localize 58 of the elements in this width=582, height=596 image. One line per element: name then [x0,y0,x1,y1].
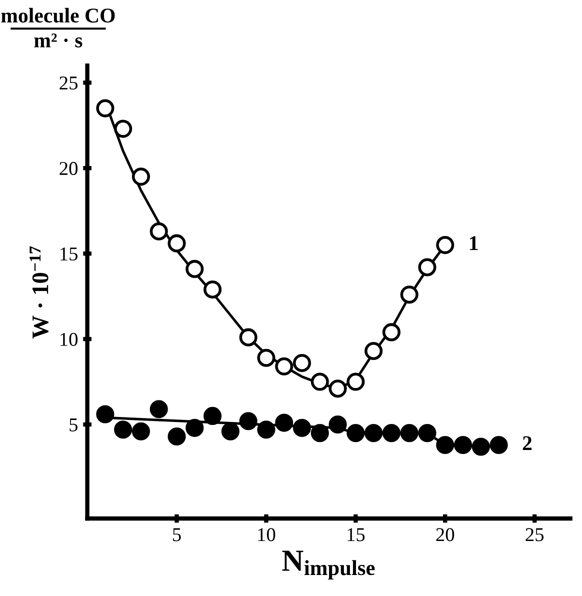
point [96,99,114,118]
point [400,286,418,304]
point [168,234,186,252]
point [436,236,454,254]
point [257,420,276,439]
y-tick-label: 20 [60,162,78,176]
point [292,418,312,437]
point [150,400,168,418]
point [221,422,240,440]
point [364,424,383,442]
point [275,414,294,432]
point [132,168,150,186]
point [150,222,168,240]
y-tick-label: 15 [60,247,78,261]
y-tick-label: 5 [70,418,78,432]
point [204,280,222,299]
x-tick-label: 5 [173,528,181,542]
point [186,260,204,278]
point [490,436,508,454]
point [328,415,347,434]
point [364,342,383,360]
point [418,258,436,276]
point [436,436,454,454]
point [292,354,312,372]
point [239,328,258,346]
x-tick-label: 10 [258,528,276,542]
y-axis-title: W · 10$^{−17}$ [30,246,48,339]
point [346,372,365,391]
point [204,406,222,425]
x-axis-title: N$_{impulse}$ [282,550,375,580]
point [257,348,276,367]
point [328,380,347,398]
point [382,424,400,442]
x-tick-label: 20 [436,528,454,542]
y-tick-label: 25 [60,76,78,90]
x-tick-label: 15 [348,528,365,542]
point [114,420,132,439]
point [400,424,418,442]
point [310,424,329,442]
point [168,427,186,446]
point [132,422,150,440]
point [346,424,365,442]
point [310,372,329,391]
point [472,438,490,456]
text: m² · s [34,34,82,48]
point [114,120,132,138]
point [382,323,400,342]
point [275,357,294,376]
point [96,405,114,424]
point [186,418,204,437]
series-label: 1 [470,236,478,250]
point [239,412,258,430]
text: molecule CO [1,8,115,23]
point [454,436,472,454]
y-tick-label: 10 [60,332,78,346]
x-tick-label: 25 [526,528,544,542]
series-label: 2 [522,436,532,450]
point [418,424,436,442]
